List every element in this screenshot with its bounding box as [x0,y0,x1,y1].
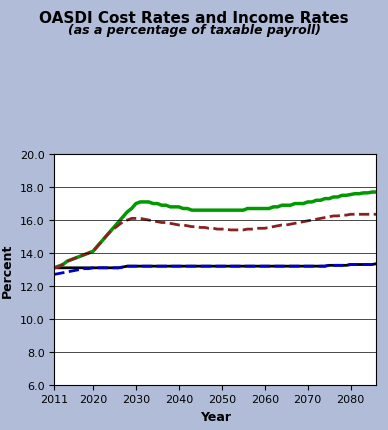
Cost rates under present law [220,208,224,213]
Cost rates under present law [374,190,379,195]
Cost rates under present law [258,206,263,212]
Y-axis label: Percent: Percent [1,243,14,297]
Income rates with this provision [374,261,379,267]
Cost rates with this provision [220,227,224,232]
Income rates with this provision [310,264,314,269]
Income rates under present law [82,266,87,271]
Income rates under present law [258,264,263,269]
Cost rates under present law [310,200,314,205]
Cost rates under present law [52,266,57,271]
Income rates with this provision [258,264,263,269]
Cost rates with this provision [310,218,314,223]
Income rates under present law [267,264,271,269]
X-axis label: Year: Year [200,410,231,423]
Cost rates under present law [82,252,87,258]
Line: Income rates under present law: Income rates under present law [54,264,376,268]
Cost rates with this provision [267,225,271,230]
Income rates under present law [164,264,168,269]
Income rates with this provision [82,267,87,272]
Cost rates with this provision [258,226,263,231]
Cost rates with this provision [348,212,353,217]
Text: (as a percentage of taxable payroll): (as a percentage of taxable payroll) [68,24,320,37]
Income rates under present law [52,266,57,271]
Line: Cost rates under present law: Cost rates under present law [54,193,376,268]
Cost rates under present law [164,203,168,208]
Cost rates with this provision [82,252,87,258]
Income rates under present law [220,264,224,269]
Income rates with this provision [52,272,57,277]
Cost rates under present law [370,190,374,195]
Income rates under present law [310,264,314,269]
Line: Cost rates with this provision: Cost rates with this provision [54,215,376,268]
Income rates under present law [374,261,379,267]
Income rates with this provision [267,264,271,269]
Line: Income rates with this provision: Income rates with this provision [54,264,376,275]
Income rates with this provision [220,264,224,269]
Cost rates with this provision [52,266,57,271]
Cost rates with this provision [374,212,379,217]
Cost rates under present law [267,206,271,212]
Cost rates with this provision [164,221,168,226]
Text: OASDI Cost Rates and Income Rates: OASDI Cost Rates and Income Rates [39,11,349,26]
Income rates with this provision [164,264,168,269]
